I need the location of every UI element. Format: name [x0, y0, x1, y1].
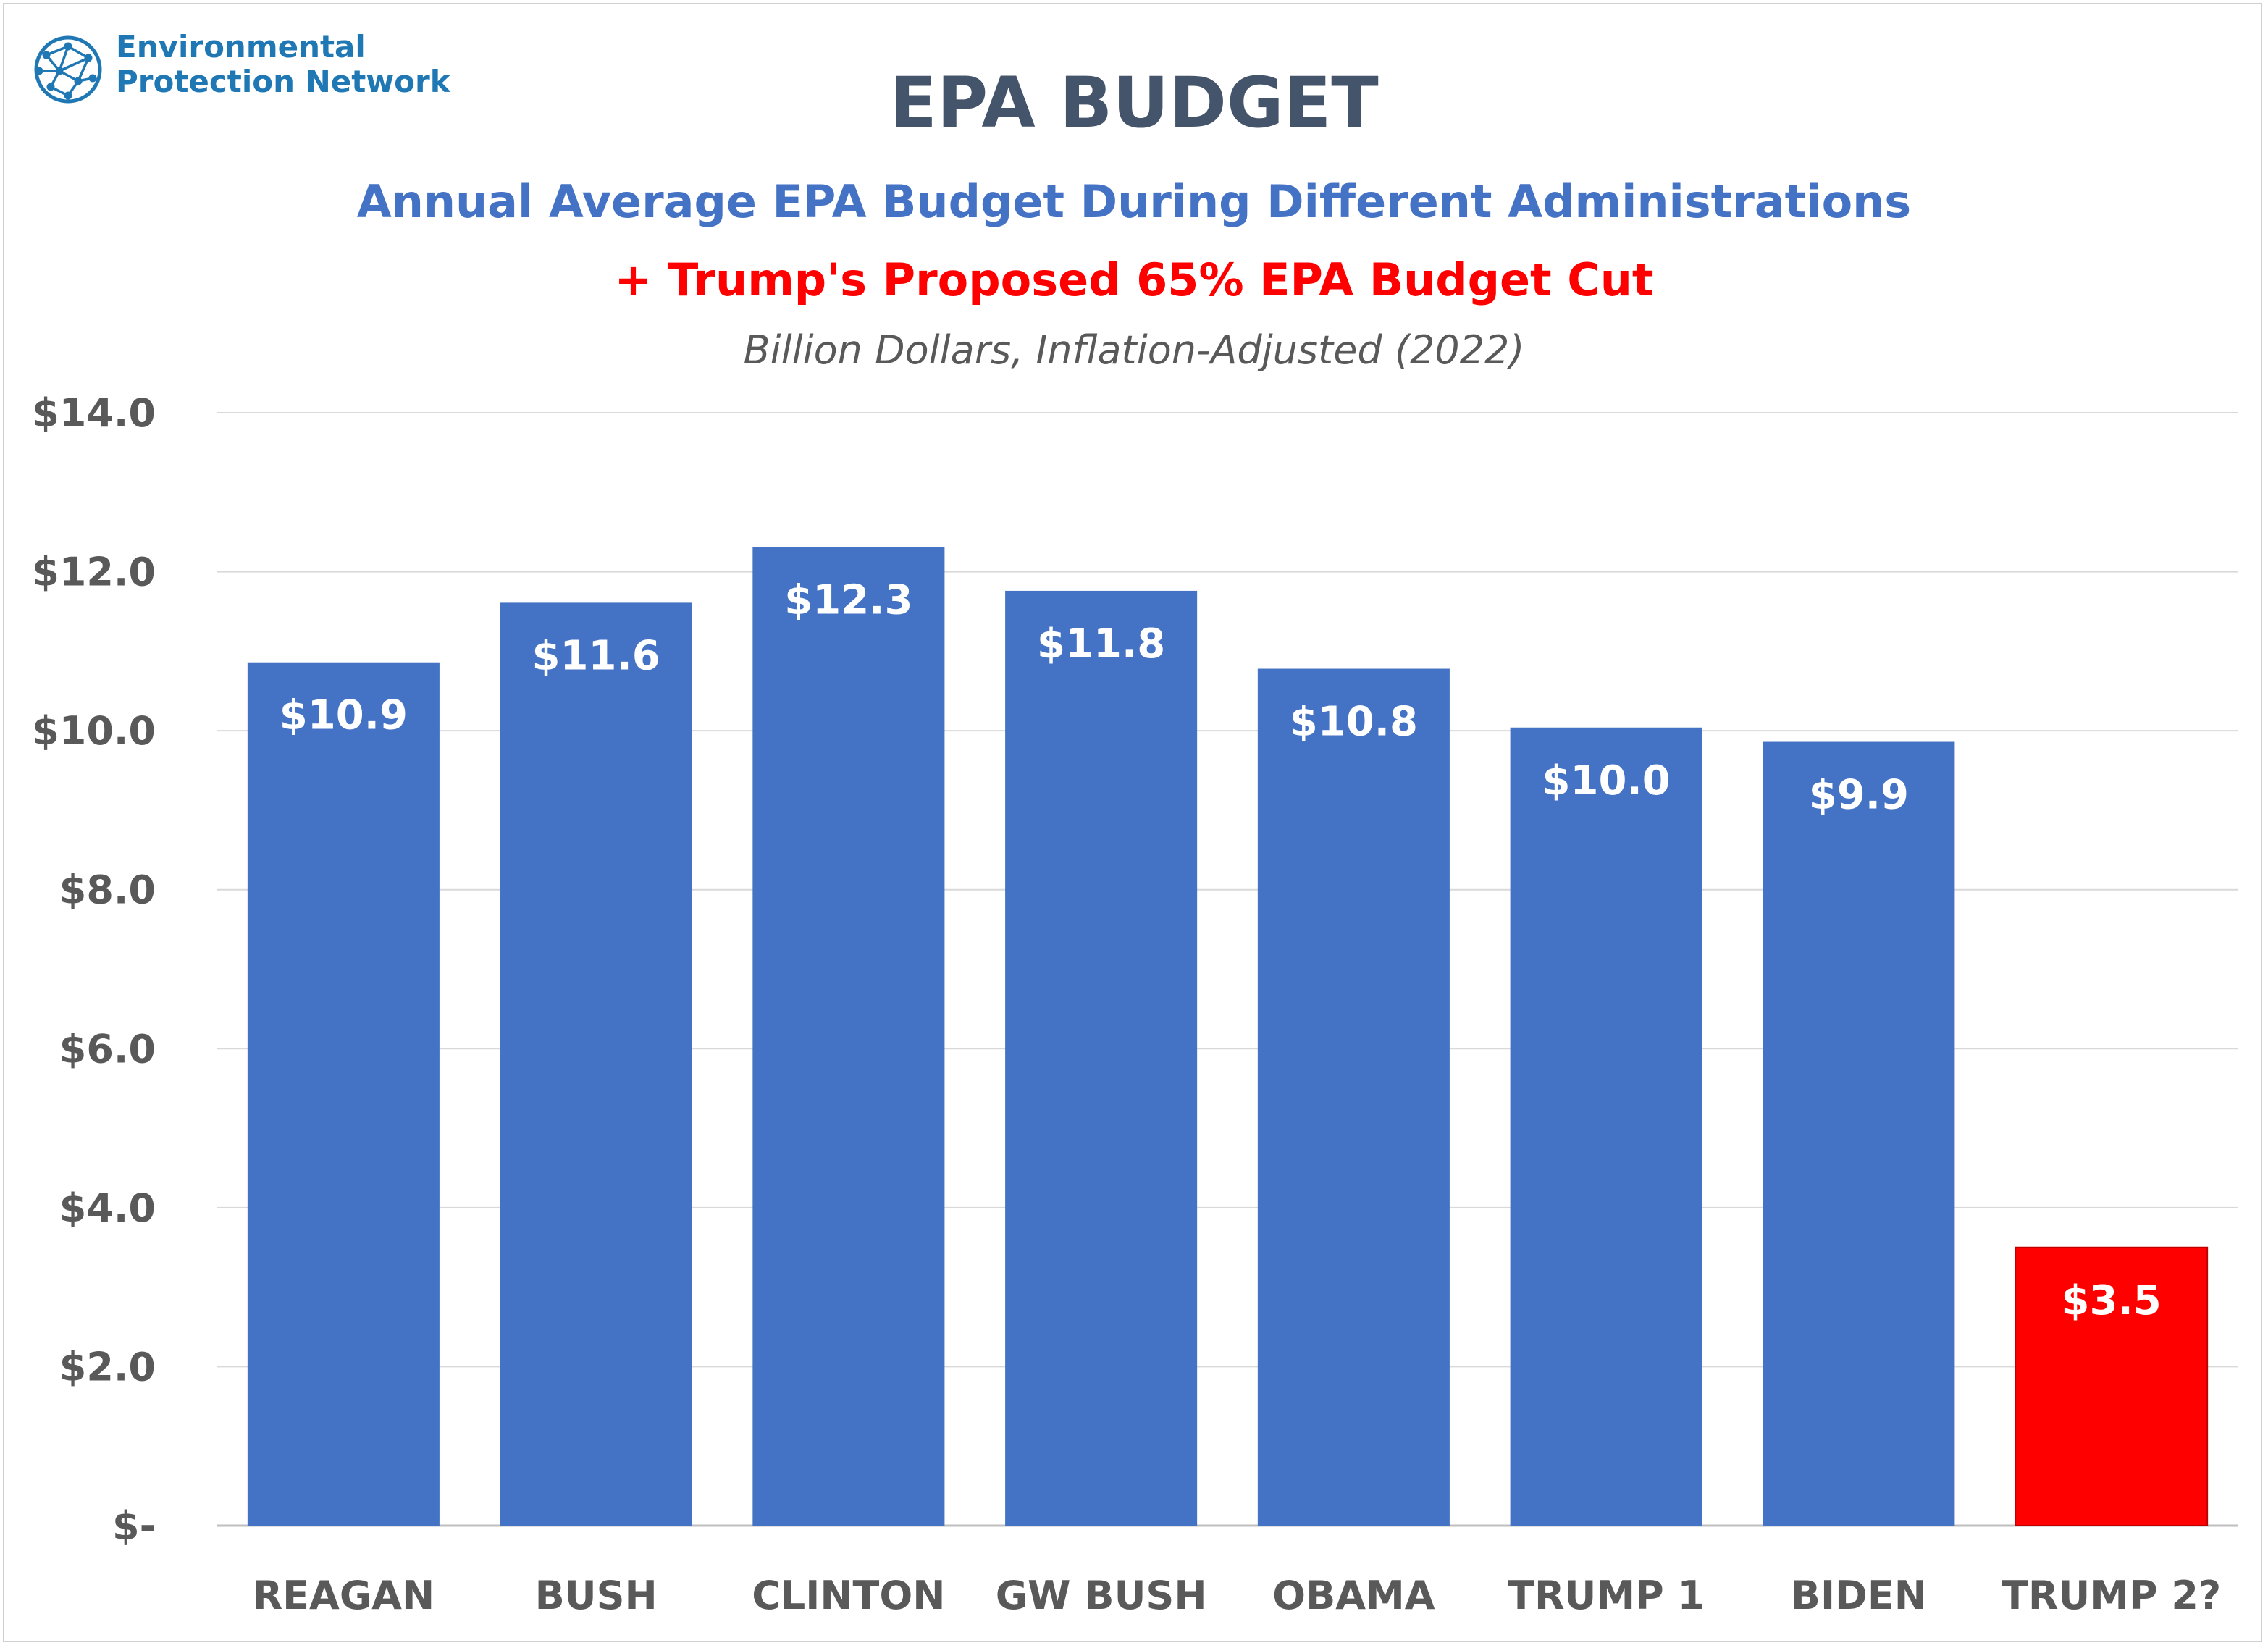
y-tick-label: $4.0: [59, 1185, 156, 1231]
x-tick-label: BIDEN: [1791, 1573, 1927, 1618]
y-tick-label: $14.0: [32, 390, 156, 436]
y-tick-label: $2.0: [59, 1344, 156, 1390]
chart-subtitle: Annual Average EPA Budget During Differe…: [356, 175, 1912, 228]
bar-data-label: $11.8: [1037, 621, 1165, 668]
x-tick-label: GW BUSH: [996, 1573, 1207, 1618]
y-tick-label: $8.0: [59, 867, 156, 913]
chart-unit-label: Billion Dollars, Inflation-Adjusted (202…: [743, 327, 1525, 373]
logo-text-line2: Protection Network: [116, 64, 450, 99]
y-tick-label: $10.0: [32, 708, 156, 754]
bar-data-label: $11.6: [532, 632, 660, 679]
bar-data-label: $9.9: [1809, 772, 1909, 819]
globe-network-icon: [34, 35, 102, 104]
chart-subtitle-proposal: + Trump's Proposed 65% EPA Budget Cut: [614, 253, 1654, 306]
logo: Environmental Protection Network: [29, 29, 478, 109]
bar: [1257, 668, 1450, 1526]
bar: [247, 662, 440, 1526]
x-tick-label: TRUMP 1: [1508, 1573, 1705, 1618]
chart-title: EPA BUDGET: [889, 62, 1379, 143]
x-tick-label: REAGAN: [253, 1573, 435, 1618]
bar-data-label: $3.5: [2062, 1277, 2162, 1324]
bar: [1510, 727, 1702, 1526]
bar: [1005, 590, 1198, 1526]
logo-text-line1: Environmental: [116, 29, 366, 64]
x-tick-label: TRUMP 2?: [2002, 1573, 2221, 1618]
bar-data-label: $12.3: [784, 577, 912, 624]
bar: [500, 602, 692, 1526]
y-tick-label: $-: [112, 1503, 156, 1549]
x-tick-label: CLINTON: [752, 1573, 945, 1618]
bar: [1763, 741, 1955, 1526]
bar: [752, 547, 945, 1526]
bar-data-label: $10.8: [1290, 699, 1418, 746]
bar-data-label: $10.0: [1542, 757, 1671, 804]
x-tick-label: OBAMA: [1272, 1573, 1435, 1618]
bar-data-label: $10.9: [280, 692, 408, 739]
x-tick-label: BUSH: [535, 1573, 658, 1618]
y-tick-label: $6.0: [59, 1026, 156, 1072]
bar: [2015, 1246, 2209, 1526]
y-tick-label: $12.0: [32, 550, 156, 595]
